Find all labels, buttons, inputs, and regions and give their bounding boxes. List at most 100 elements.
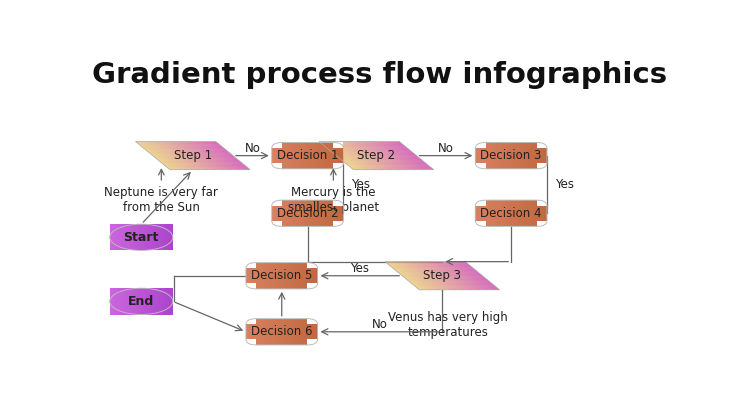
Bar: [317, 200, 318, 226]
Polygon shape: [341, 141, 377, 170]
Bar: [314, 262, 315, 289]
Polygon shape: [343, 141, 379, 170]
Bar: [256, 262, 257, 289]
Polygon shape: [155, 141, 190, 170]
Bar: [496, 200, 497, 226]
Text: No: No: [244, 142, 260, 155]
Bar: [120, 224, 121, 250]
Polygon shape: [410, 262, 445, 290]
Bar: [246, 319, 247, 345]
Bar: [475, 143, 477, 169]
Bar: [305, 319, 306, 345]
Bar: [250, 319, 252, 345]
Polygon shape: [360, 141, 396, 170]
Polygon shape: [213, 141, 248, 170]
Bar: [147, 288, 148, 314]
Bar: [170, 288, 171, 314]
Bar: [339, 200, 340, 226]
Bar: [291, 200, 292, 226]
Bar: [316, 319, 317, 345]
Polygon shape: [205, 141, 240, 170]
Bar: [283, 200, 284, 226]
Bar: [342, 200, 343, 226]
Polygon shape: [412, 262, 448, 290]
Bar: [168, 224, 169, 250]
Bar: [257, 319, 258, 345]
Polygon shape: [154, 141, 189, 170]
Polygon shape: [416, 262, 451, 290]
Polygon shape: [454, 262, 490, 290]
Bar: [275, 143, 276, 169]
Bar: [134, 288, 135, 314]
Bar: [252, 319, 253, 345]
Bar: [480, 143, 481, 169]
Bar: [542, 200, 543, 226]
Polygon shape: [403, 262, 439, 290]
Bar: [280, 143, 282, 169]
Polygon shape: [347, 141, 383, 170]
Polygon shape: [437, 262, 473, 290]
Polygon shape: [441, 262, 477, 290]
Bar: [119, 288, 120, 314]
Bar: [488, 143, 490, 169]
Bar: [294, 200, 295, 226]
Bar: [249, 262, 250, 289]
Polygon shape: [389, 262, 425, 290]
Bar: [269, 262, 270, 289]
Bar: [247, 262, 248, 289]
Polygon shape: [367, 141, 403, 170]
Bar: [503, 143, 504, 169]
Polygon shape: [152, 141, 187, 170]
Bar: [151, 224, 152, 250]
Bar: [481, 143, 482, 169]
Polygon shape: [419, 262, 454, 290]
Polygon shape: [391, 262, 426, 290]
Bar: [290, 319, 291, 345]
Bar: [333, 200, 334, 226]
Bar: [294, 143, 295, 169]
Bar: [304, 200, 305, 226]
Bar: [536, 143, 547, 148]
Text: Step 1: Step 1: [174, 149, 212, 162]
Polygon shape: [206, 141, 242, 170]
Bar: [312, 262, 313, 289]
Polygon shape: [150, 141, 186, 170]
Bar: [536, 163, 547, 169]
Bar: [325, 200, 326, 226]
Bar: [131, 288, 132, 314]
Bar: [481, 200, 482, 226]
Polygon shape: [366, 141, 400, 170]
Bar: [129, 288, 130, 314]
Bar: [309, 262, 311, 289]
Bar: [172, 288, 173, 314]
Bar: [483, 143, 484, 169]
Bar: [269, 319, 270, 345]
Bar: [121, 224, 122, 250]
Polygon shape: [169, 141, 204, 170]
Polygon shape: [149, 141, 185, 170]
Polygon shape: [384, 141, 420, 170]
Bar: [292, 262, 293, 289]
Bar: [337, 143, 338, 169]
Bar: [533, 143, 534, 169]
Text: Decision 4: Decision 4: [480, 207, 542, 220]
Polygon shape: [464, 262, 500, 290]
Polygon shape: [323, 141, 358, 170]
Bar: [333, 143, 334, 169]
Bar: [518, 200, 519, 226]
Bar: [150, 224, 151, 250]
Bar: [161, 288, 162, 314]
Polygon shape: [158, 141, 194, 170]
Bar: [143, 224, 144, 250]
Bar: [278, 262, 279, 289]
Polygon shape: [161, 141, 196, 170]
Bar: [159, 224, 160, 250]
Bar: [338, 200, 339, 226]
Bar: [286, 319, 287, 345]
Text: Decision 5: Decision 5: [251, 269, 312, 282]
Bar: [143, 288, 144, 314]
Bar: [305, 200, 306, 226]
Bar: [261, 319, 262, 345]
Polygon shape: [211, 141, 246, 170]
Bar: [322, 200, 323, 226]
